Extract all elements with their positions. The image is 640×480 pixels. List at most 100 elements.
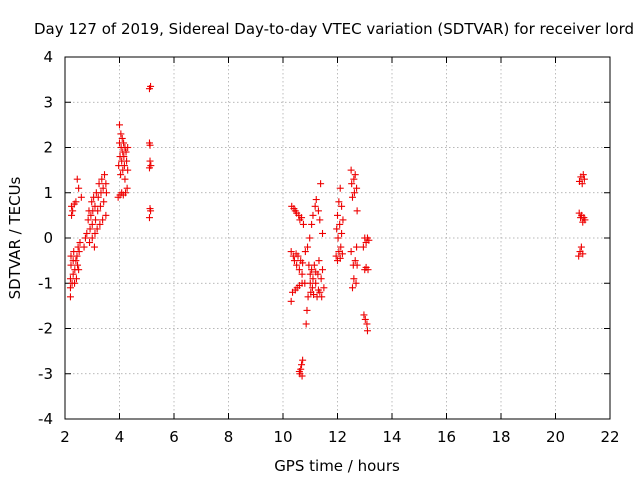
data-point [72, 257, 80, 265]
data-point [317, 275, 325, 283]
y-tick-label: -4 [38, 410, 53, 428]
data-point [337, 243, 345, 251]
x-tick-label: 10 [273, 428, 292, 446]
data-point [73, 252, 81, 260]
data-point [102, 189, 110, 197]
x-tick-label: 6 [169, 428, 179, 446]
data-point [351, 171, 359, 179]
data-point [298, 214, 306, 222]
data-point [299, 356, 307, 364]
data-point [350, 175, 358, 183]
data-point [350, 189, 358, 197]
data-point [67, 261, 75, 269]
data-point [314, 207, 322, 215]
data-point [102, 180, 110, 188]
data-point [348, 180, 356, 188]
data-point [335, 248, 343, 256]
data-point [74, 243, 82, 251]
data-point [316, 216, 324, 224]
x-tick-label: 18 [491, 428, 510, 446]
data-point [577, 243, 585, 251]
y-tick-label: 3 [43, 93, 53, 111]
data-point [310, 291, 318, 299]
data-point [287, 248, 295, 256]
data-point [575, 252, 583, 260]
x-tick-label: 14 [382, 428, 401, 446]
data-point [116, 121, 123, 129]
data-point [66, 284, 74, 292]
y-tick-label: -1 [38, 274, 53, 292]
data-point [72, 198, 80, 206]
data-point [102, 211, 110, 219]
data-point [91, 229, 99, 237]
data-point [361, 315, 369, 323]
data-point [120, 139, 128, 147]
y-tick-label: 1 [43, 184, 53, 202]
data-point [99, 216, 107, 224]
data-point [299, 220, 307, 228]
data-point [68, 211, 76, 219]
data-point [318, 293, 326, 301]
data-point [338, 202, 346, 210]
data-point [71, 279, 79, 287]
data-point [75, 266, 83, 274]
data-point [348, 284, 356, 292]
data-point [317, 180, 325, 188]
data-point [312, 279, 320, 287]
data-point [86, 225, 94, 233]
data-point [74, 261, 82, 269]
data-point [338, 229, 346, 237]
data-point [319, 229, 327, 237]
data-point [294, 252, 302, 260]
data-point [90, 243, 98, 251]
data-point [80, 243, 88, 251]
data-point [123, 157, 131, 165]
data-point [67, 252, 75, 260]
data-point [311, 202, 319, 210]
data-point [350, 275, 358, 283]
data-point [100, 198, 108, 206]
data-point [363, 320, 371, 328]
x-tick-label: 16 [437, 428, 456, 446]
x-axis-label: GPS time / hours [274, 457, 400, 475]
data-point [306, 234, 314, 242]
data-point [81, 234, 89, 242]
data-point [117, 171, 125, 179]
data-point [87, 211, 95, 219]
x-tick-label: 4 [115, 428, 125, 446]
data-point [304, 243, 312, 251]
y-tick-label: -2 [38, 320, 53, 338]
data-point [298, 372, 306, 380]
data-point [124, 144, 132, 151]
data-point [314, 270, 322, 278]
x-tick-label: 22 [600, 428, 619, 446]
data-point [293, 261, 301, 269]
data-point [353, 207, 361, 215]
data-point [86, 239, 94, 247]
data-point [310, 261, 318, 269]
data-point [77, 193, 85, 201]
data-point [316, 288, 324, 296]
data-point [306, 270, 314, 278]
data-point [297, 365, 305, 373]
data-point [309, 211, 317, 219]
data-point [121, 175, 129, 183]
data-point [88, 220, 96, 228]
data-point [359, 243, 367, 251]
data-point [309, 275, 317, 283]
y-axis-label: SDTVAR / TECUs [6, 176, 24, 299]
data-points [66, 82, 589, 380]
data-point [94, 207, 102, 215]
data-point [308, 266, 316, 274]
data-point [95, 180, 103, 188]
data-point [123, 184, 131, 192]
data-point [303, 306, 311, 314]
data-point [73, 175, 81, 183]
data-point [364, 266, 372, 274]
data-point [353, 184, 361, 192]
data-point [96, 220, 104, 228]
data-point [348, 193, 356, 201]
data-point [578, 180, 586, 188]
data-point [319, 266, 327, 274]
